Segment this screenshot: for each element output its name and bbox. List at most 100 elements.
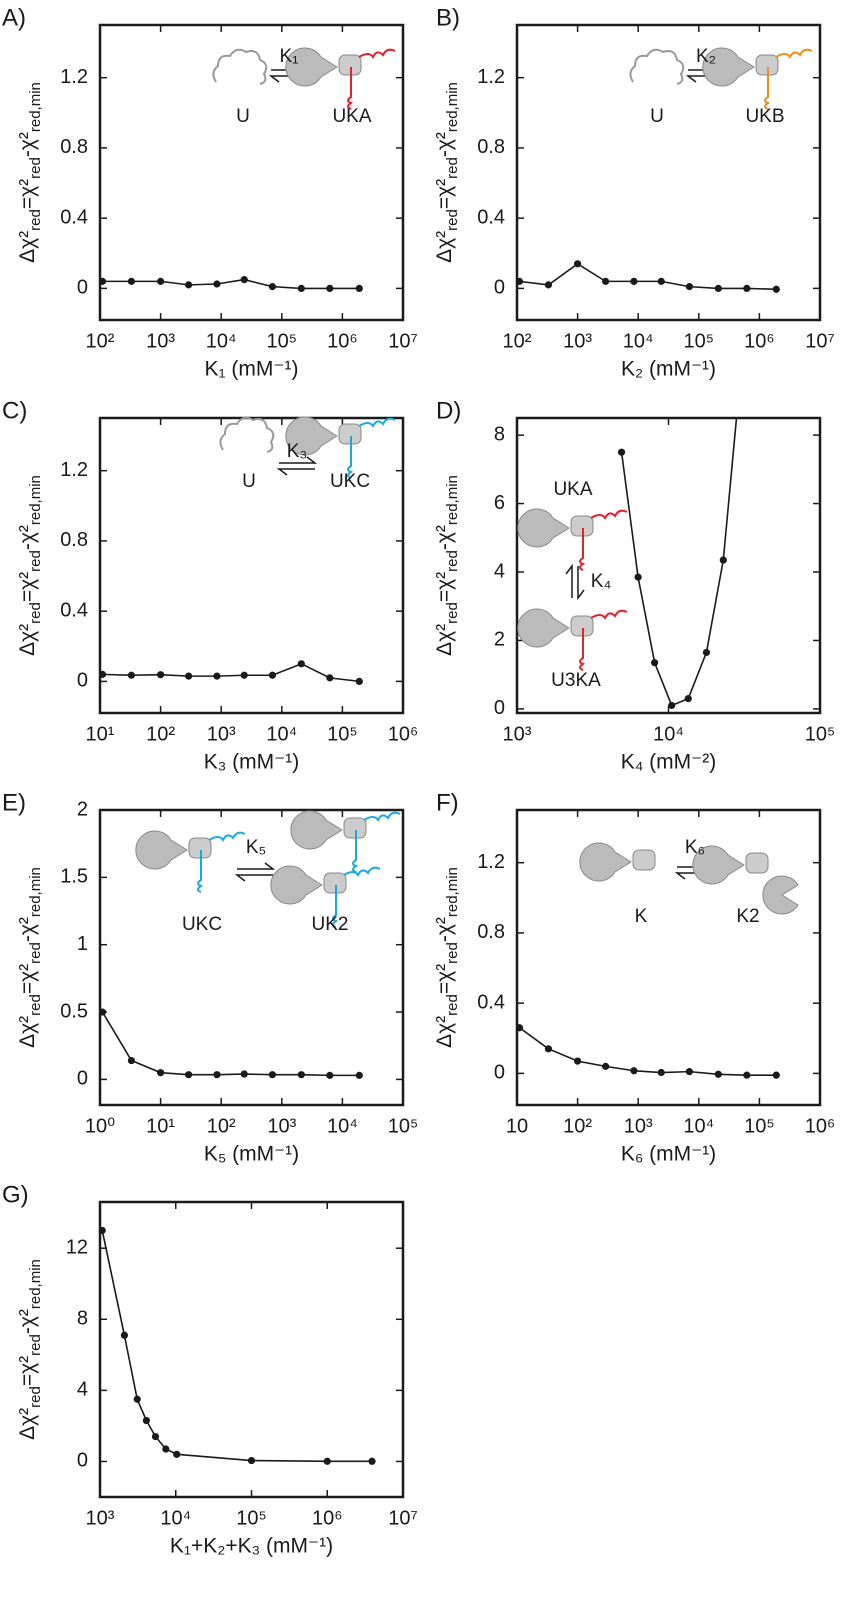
y-tick-label: 1.2 [477, 851, 505, 873]
data-point [240, 276, 248, 284]
protein-icon [632, 849, 656, 871]
y-tick-label: 0.8 [60, 529, 88, 551]
y-axis-label: Δχ²red=χ²red-χ²red,min [433, 82, 462, 263]
data-point [268, 1071, 277, 1079]
unfolded-icon [219, 416, 275, 453]
data-point [714, 284, 722, 292]
data-point [651, 659, 659, 667]
x-tick-label: 10⁵ [267, 330, 298, 352]
data-line [620, 418, 738, 707]
chain-icon [764, 48, 813, 110]
x-tick-label: 10² [207, 1115, 236, 1137]
x-tick-label: 10⁴ [206, 330, 237, 352]
protein-icon [517, 508, 570, 548]
protein-icon [692, 845, 745, 885]
plot-frame [98, 1200, 405, 1499]
data-point [630, 1067, 638, 1075]
annotation: UKA [332, 106, 371, 127]
unfolded-icon [629, 48, 685, 85]
series [517, 1024, 780, 1079]
data-point [268, 283, 277, 291]
data-point [719, 556, 727, 564]
x-tick-label: 10³ [267, 1115, 296, 1137]
data-line [101, 1011, 360, 1077]
protein-icon [135, 830, 188, 870]
data-point [185, 281, 193, 289]
y-tick-label: 4 [494, 560, 505, 582]
data-point [185, 1071, 193, 1079]
data-point [297, 1071, 305, 1079]
data-point [714, 1070, 722, 1078]
data-point [772, 1071, 780, 1079]
y-tick-label: 2 [494, 629, 505, 651]
data-point [100, 277, 107, 285]
panel: A) 10² 10³ 10⁴ 10⁵ 10⁶ 10⁷ 0 0.4 0.8 1.2 K₁ (mM⁻¹) Δ… [2, 4, 418, 380]
y-tick-label: 8 [494, 423, 505, 445]
panel-label: E) [2, 789, 26, 816]
annotation: K₁ [279, 46, 298, 67]
y-tick-label: 0.5 [60, 1000, 88, 1022]
x-tick-label: 10⁶ [388, 723, 418, 745]
series [100, 1008, 363, 1079]
x-tick-label: 10⁷ [388, 1507, 417, 1529]
x-tick-label: 10⁰ [85, 1115, 115, 1137]
data-point [127, 671, 136, 679]
data-point [685, 1068, 694, 1076]
x-tick-label: 10⁴ [653, 723, 684, 745]
x-tick-label: 10⁵ [236, 1507, 267, 1529]
panel-label: D) [436, 397, 461, 424]
x-tick-label: 10 [506, 1115, 528, 1137]
annotation: UKC [182, 914, 222, 935]
y-tick-label: 0.4 [60, 206, 88, 228]
x-axis-label: K₆ (mM⁻¹) [621, 1143, 716, 1166]
protein-icon [579, 842, 632, 882]
panel-label: B) [436, 4, 460, 31]
chain-icon [579, 509, 628, 571]
data-point [127, 277, 136, 285]
protein-icon [517, 608, 570, 648]
panel: G) 10³ 10⁴ 10⁵ 10⁶ 10⁷ 0 4 8 12 K₁+K₂+K₃ (mM⁻¹) Δχ²… [2, 1181, 418, 1557]
annotation: UKA [553, 479, 592, 500]
plot-frame [515, 416, 822, 715]
data-point [368, 1457, 376, 1465]
y-axis-label: Δχ²red=χ²red-χ²red,min [16, 82, 45, 263]
x-tick-label: 10⁵ [388, 1115, 419, 1137]
y-tick-label: 6 [494, 492, 505, 514]
x-axis-label: K₁+K₂+K₃ (mM⁻¹) [170, 1535, 333, 1558]
data-point [157, 671, 165, 679]
data-point [743, 1071, 751, 1079]
x-axis-label: K₂ (mM⁻¹) [621, 358, 716, 381]
protein-icon [285, 416, 338, 456]
data-point [240, 671, 248, 679]
data-line [101, 1230, 373, 1463]
data-line [519, 262, 777, 291]
x-axis-label: K₄ (mM⁻²) [621, 751, 716, 774]
y-tick-label: 0 [77, 1068, 88, 1090]
data-point [657, 277, 665, 285]
chain-icon [579, 609, 628, 671]
data-point [630, 277, 638, 285]
y-tick-label: 0.8 [60, 136, 88, 158]
panel: E) 10⁰ 10¹ 10² 10³ 10⁴ 10⁵ 0 0.5 1 1.5 2 K₅ (mM⁻¹) Δχ… [2, 789, 418, 1165]
data-point [297, 660, 305, 668]
data-point [657, 1068, 665, 1077]
y-tick-label: 0 [77, 277, 88, 299]
panel: D) 10³ 10⁴ 10⁵ 0 2 4 6 8 K₄ (mM⁻²) Δχ²red=χ²red-χ²… [433, 397, 836, 774]
panel: C) 10¹ 10² 10³ 10⁴ 10⁵ 10⁶ 0 0.4 0.8 1.2 K₃ (mM⁻¹) Δ… [2, 397, 418, 773]
data-point [772, 285, 780, 293]
data-point [173, 1450, 181, 1458]
x-tick-label: 10⁵ [684, 330, 715, 352]
y-tick-label: 0 [494, 1062, 505, 1084]
equilibrium-arrow [276, 456, 318, 476]
y-axis-label: Δχ²red=χ²red-χ²red,min [433, 867, 462, 1048]
series [517, 260, 780, 293]
data-point [702, 648, 711, 657]
chain-icon [332, 866, 381, 928]
plot-frame [98, 808, 405, 1107]
x-tick-label: 10¹ [86, 723, 115, 745]
protein-icon [270, 865, 323, 905]
plot-frame [515, 808, 822, 1107]
chain-icon [197, 831, 246, 893]
data-point [157, 1069, 165, 1077]
